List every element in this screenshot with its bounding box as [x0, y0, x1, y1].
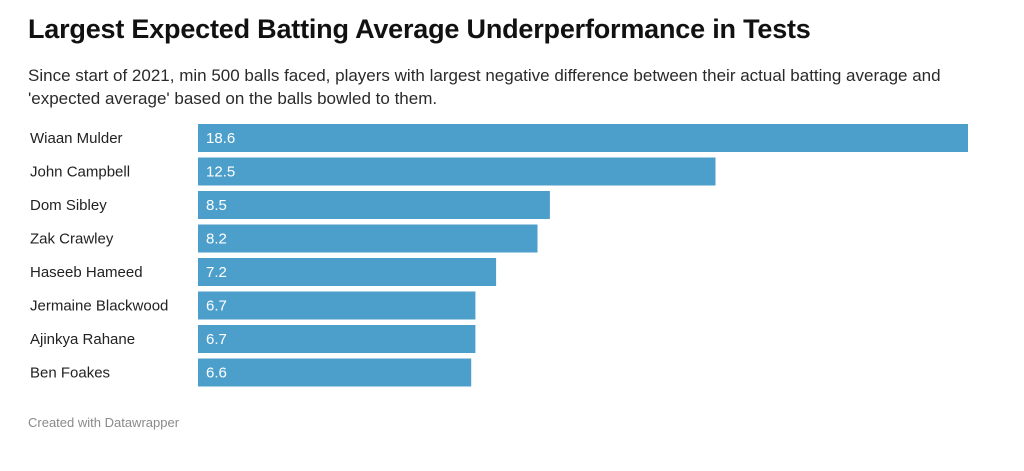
bar: [198, 157, 716, 186]
chart-title: Largest Expected Batting Average Underpe…: [28, 14, 811, 44]
chart-subtitle: Since start of 2021, min 500 balls faced…: [28, 66, 941, 108]
bar: [198, 191, 550, 219]
category-label: Jermaine Blackwood: [30, 298, 168, 315]
bar-value-label: 8.2: [206, 231, 227, 248]
bar-value-label: 8.5: [206, 197, 227, 214]
bar: [198, 124, 968, 152]
bar: [198, 291, 476, 320]
category-label: Ajinkya Rahane: [30, 331, 135, 348]
bar: [198, 358, 472, 387]
category-label: Zak Crawley: [30, 231, 114, 248]
bar: [198, 224, 538, 253]
bar-value-label: 6.6: [206, 365, 227, 382]
category-label: Wiaan Mulder: [30, 130, 123, 147]
bar-value-label: 12.5: [206, 164, 235, 181]
bar-value-label: 6.7: [206, 298, 227, 315]
category-label: Haseeb Hameed: [30, 264, 143, 281]
bar-value-label: 18.6: [206, 130, 235, 147]
bar-value-label: 6.7: [206, 331, 227, 348]
bar: [198, 258, 497, 286]
category-label: Ben Foakes: [30, 365, 110, 382]
bar-value-label: 7.2: [206, 264, 227, 281]
category-label: John Campbell: [30, 164, 130, 181]
bar: [198, 325, 476, 353]
credit-text: Created with Datawrapper: [28, 415, 180, 430]
category-label: Dom Sibley: [30, 197, 107, 214]
